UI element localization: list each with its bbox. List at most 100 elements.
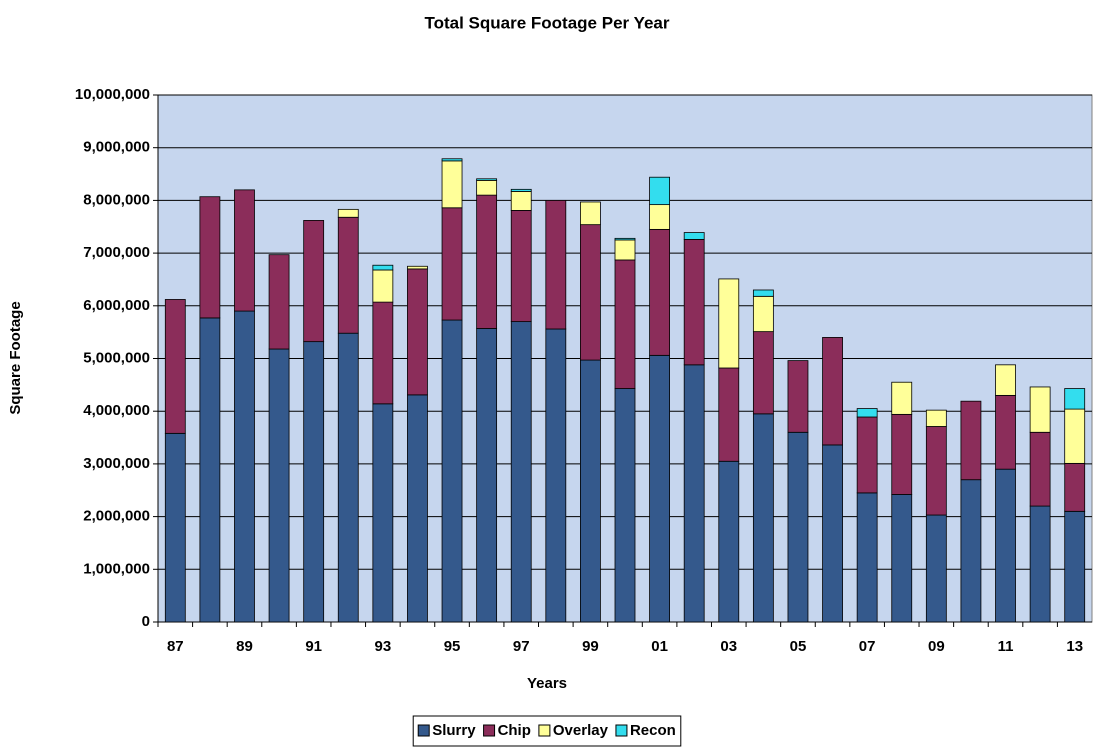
bar-segment — [372, 269, 394, 303]
bar-segment — [995, 468, 1016, 623]
bar-segment — [614, 237, 636, 241]
bar-segment — [441, 160, 463, 209]
x-axis-title: Years — [527, 675, 567, 692]
bar-segment — [856, 416, 878, 494]
bar-segment — [787, 431, 809, 623]
bar-segment — [995, 364, 1016, 396]
bar-segment — [683, 364, 705, 623]
bar-segment — [303, 341, 325, 623]
bar-segment — [372, 264, 394, 271]
bar-segment — [649, 204, 670, 230]
x-tick-label: 87 — [167, 638, 184, 655]
bar-segment — [995, 394, 1016, 470]
bar-segment — [752, 331, 774, 415]
bar-segment — [787, 360, 809, 433]
bar-segment — [303, 220, 325, 343]
bar-segment — [268, 254, 290, 350]
bar-segment — [337, 208, 359, 218]
y-tick-label: 2,000,000 — [83, 508, 150, 525]
y-tick-label: 0 — [142, 613, 150, 630]
bar-segment — [822, 337, 843, 446]
bar-segment — [649, 176, 670, 206]
bar-segment — [199, 196, 221, 319]
bar-segment — [649, 228, 670, 356]
y-tick-label: 4,000,000 — [83, 402, 150, 419]
bar-segment — [476, 194, 498, 329]
bar-segment — [752, 295, 774, 333]
x-tick-label: 01 — [651, 638, 668, 655]
bar-segment — [476, 178, 498, 181]
chart-title: Total Square Footage Per Year — [424, 13, 669, 32]
legend-swatch — [483, 724, 496, 737]
bar-segment — [372, 301, 394, 405]
bar-segment — [510, 191, 532, 211]
legend-label: Chip — [498, 722, 531, 739]
bar-segment — [510, 188, 532, 192]
bar-segment — [614, 239, 636, 261]
bar-segment — [960, 400, 982, 481]
bar-segment — [925, 514, 947, 623]
bar-segment — [407, 394, 428, 623]
bar-segment — [337, 332, 359, 623]
bar-segment — [510, 210, 532, 323]
bar-segment — [683, 232, 705, 240]
x-tick-label: 91 — [305, 638, 322, 655]
bar-segment — [614, 388, 636, 623]
bar-segment — [1029, 505, 1051, 623]
bar-segment — [545, 328, 567, 623]
legend-label: Slurry — [432, 722, 476, 739]
legend-swatch — [615, 724, 628, 737]
bar-segment — [1029, 431, 1051, 507]
bar-segment — [1064, 408, 1086, 464]
bar-segment — [1064, 462, 1086, 512]
y-tick-label: 5,000,000 — [83, 349, 150, 366]
bar-segment — [891, 381, 913, 415]
x-tick-label: 03 — [720, 638, 737, 655]
bar-segment — [441, 207, 463, 321]
bar-segment — [580, 224, 601, 361]
bar-segment — [1064, 510, 1086, 623]
bar-segment — [199, 317, 221, 623]
bar-segment — [407, 265, 428, 270]
bar-segment — [822, 444, 843, 623]
x-tick-label: 95 — [444, 638, 461, 655]
bar-segment — [580, 201, 601, 226]
x-tick-label: 07 — [859, 638, 876, 655]
bar-segment — [718, 367, 740, 462]
y-tick-label: 9,000,000 — [83, 139, 150, 156]
y-tick-label: 8,000,000 — [83, 191, 150, 208]
bar-segment — [856, 408, 878, 418]
bar-segment — [234, 310, 255, 623]
y-tick-label: 7,000,000 — [83, 244, 150, 261]
legend-label: Overlay — [553, 722, 609, 739]
bar-segment — [164, 432, 186, 623]
x-tick-label: 13 — [1066, 638, 1083, 655]
bar-segment — [614, 259, 636, 389]
bar-segment — [580, 359, 601, 623]
legend-label: Recon — [630, 722, 676, 739]
bar-segment — [752, 289, 774, 297]
x-tick-label: 11 — [998, 638, 1014, 655]
bar-segment — [925, 409, 947, 427]
bar-segment — [718, 460, 740, 623]
bar-segment — [891, 494, 913, 623]
y-axis-title: Square Footage — [7, 301, 24, 414]
bar-segment — [649, 354, 670, 623]
bar-segment — [752, 413, 774, 623]
bar-segment — [925, 426, 947, 516]
bar-segment — [476, 328, 498, 623]
y-tick-label: 3,000,000 — [83, 455, 150, 472]
bar-segment — [441, 319, 463, 623]
bar-segment — [476, 179, 498, 196]
bar-segment — [510, 321, 532, 623]
x-tick-label: 09 — [928, 638, 945, 655]
bar-segment — [268, 348, 290, 623]
y-tick-label: 1,000,000 — [83, 560, 150, 577]
x-tick-label: 05 — [790, 638, 807, 655]
bar-segment — [1064, 388, 1086, 410]
bar-segment — [441, 158, 463, 162]
bar-segment — [856, 492, 878, 623]
x-tick-label: 97 — [513, 638, 530, 655]
bar-segment — [164, 299, 186, 434]
